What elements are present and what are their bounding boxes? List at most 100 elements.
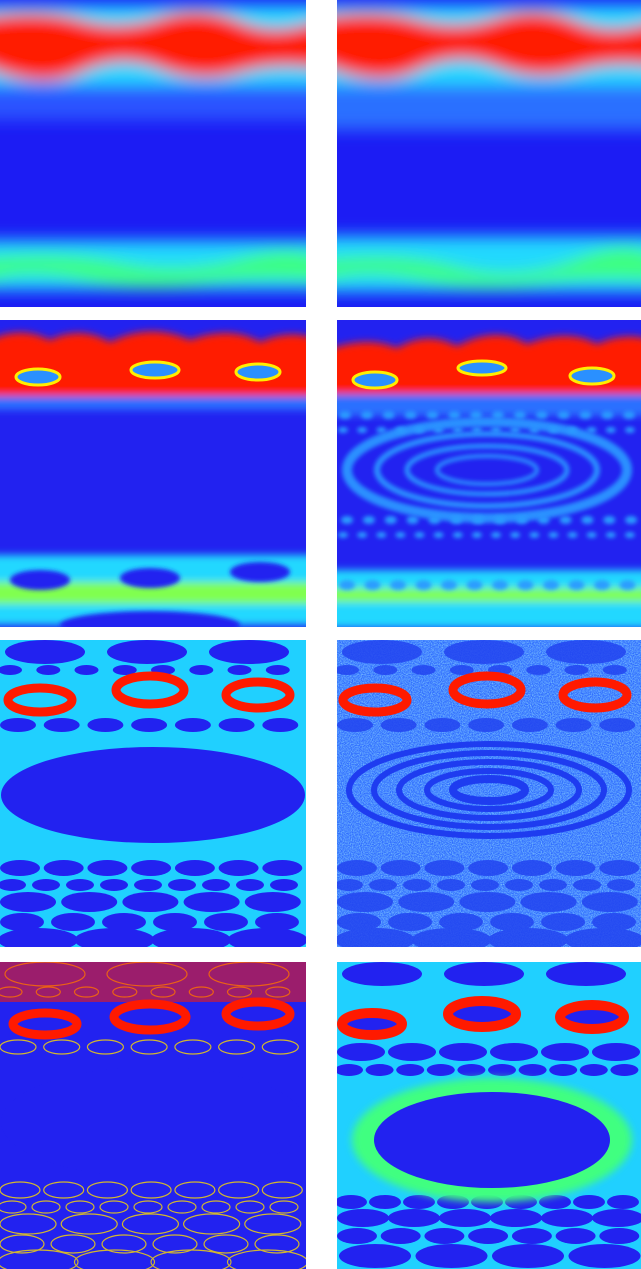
decor xyxy=(1,747,305,843)
decor xyxy=(342,1013,402,1035)
cell xyxy=(625,516,637,524)
decor xyxy=(458,361,506,375)
cell xyxy=(599,1228,639,1244)
cell xyxy=(369,879,397,891)
cell xyxy=(556,1228,596,1244)
cell xyxy=(539,879,567,891)
page: (() => { const data = JSON.parse(documen… xyxy=(0,0,641,1269)
cell xyxy=(209,640,289,664)
cell xyxy=(395,532,405,538)
cell xyxy=(510,532,520,538)
cell xyxy=(341,516,353,524)
cell xyxy=(541,1209,593,1227)
cell xyxy=(505,879,533,891)
cell xyxy=(565,928,641,952)
cell xyxy=(388,1043,436,1061)
cell xyxy=(439,1043,487,1061)
cell xyxy=(603,665,627,675)
cell xyxy=(381,718,417,732)
cell xyxy=(0,928,78,952)
cell xyxy=(441,580,457,590)
decor xyxy=(560,1005,624,1029)
cell xyxy=(573,879,601,891)
panel xyxy=(335,640,641,952)
cell xyxy=(342,962,422,986)
cell xyxy=(467,580,483,590)
cell xyxy=(339,580,355,590)
cell xyxy=(516,516,528,524)
cell xyxy=(75,928,155,952)
cell xyxy=(428,516,440,524)
cell xyxy=(395,427,405,433)
cell xyxy=(599,860,639,876)
cell xyxy=(434,427,444,433)
decor xyxy=(0,80,326,120)
cell xyxy=(620,580,636,590)
cell xyxy=(134,879,162,891)
decor xyxy=(327,588,641,602)
cell xyxy=(0,718,36,732)
cell xyxy=(623,411,635,419)
cell xyxy=(448,411,460,419)
cell xyxy=(606,532,616,538)
cell xyxy=(444,640,524,664)
cell xyxy=(599,718,635,732)
cell xyxy=(426,411,438,419)
cell xyxy=(601,411,613,419)
cell xyxy=(587,532,597,538)
cell xyxy=(569,1244,641,1268)
cell xyxy=(405,411,417,419)
cell xyxy=(36,665,60,675)
cell xyxy=(415,427,425,433)
cell xyxy=(339,411,351,419)
cell xyxy=(416,1244,488,1268)
cell xyxy=(100,879,128,891)
decor xyxy=(10,570,70,590)
cell xyxy=(565,665,589,675)
cell xyxy=(459,892,515,912)
cell xyxy=(514,411,526,419)
cell xyxy=(245,892,301,912)
cell xyxy=(610,1064,638,1076)
cell xyxy=(335,1195,367,1209)
decor xyxy=(131,362,179,378)
cell xyxy=(580,1064,608,1076)
cell xyxy=(625,427,635,433)
cell xyxy=(488,1064,516,1076)
cell xyxy=(270,879,298,891)
cell xyxy=(383,411,395,419)
cell xyxy=(338,427,348,433)
cell xyxy=(396,1064,424,1076)
cell xyxy=(510,427,520,433)
cell xyxy=(87,860,127,876)
cell xyxy=(228,665,252,675)
cell xyxy=(594,580,610,590)
cell xyxy=(357,532,367,538)
cell xyxy=(512,718,548,732)
cell xyxy=(0,860,40,876)
cell xyxy=(569,580,585,590)
cell xyxy=(262,860,302,876)
cell xyxy=(543,580,559,590)
cell xyxy=(415,532,425,538)
panel xyxy=(0,640,308,952)
cell xyxy=(427,1064,455,1076)
panel xyxy=(335,962,641,1269)
decor xyxy=(120,568,180,588)
cell xyxy=(471,879,499,891)
cell xyxy=(366,1064,394,1076)
cell xyxy=(492,1244,564,1268)
cell xyxy=(453,427,463,433)
cell xyxy=(492,411,504,419)
cell xyxy=(536,411,548,419)
panel xyxy=(327,320,641,628)
cell xyxy=(337,718,373,732)
cell xyxy=(388,913,432,931)
cell xyxy=(526,665,550,675)
cell xyxy=(518,580,534,590)
cell xyxy=(434,532,444,538)
cell xyxy=(472,516,484,524)
cell xyxy=(472,427,482,433)
cell xyxy=(541,913,585,931)
cell xyxy=(607,879,635,891)
